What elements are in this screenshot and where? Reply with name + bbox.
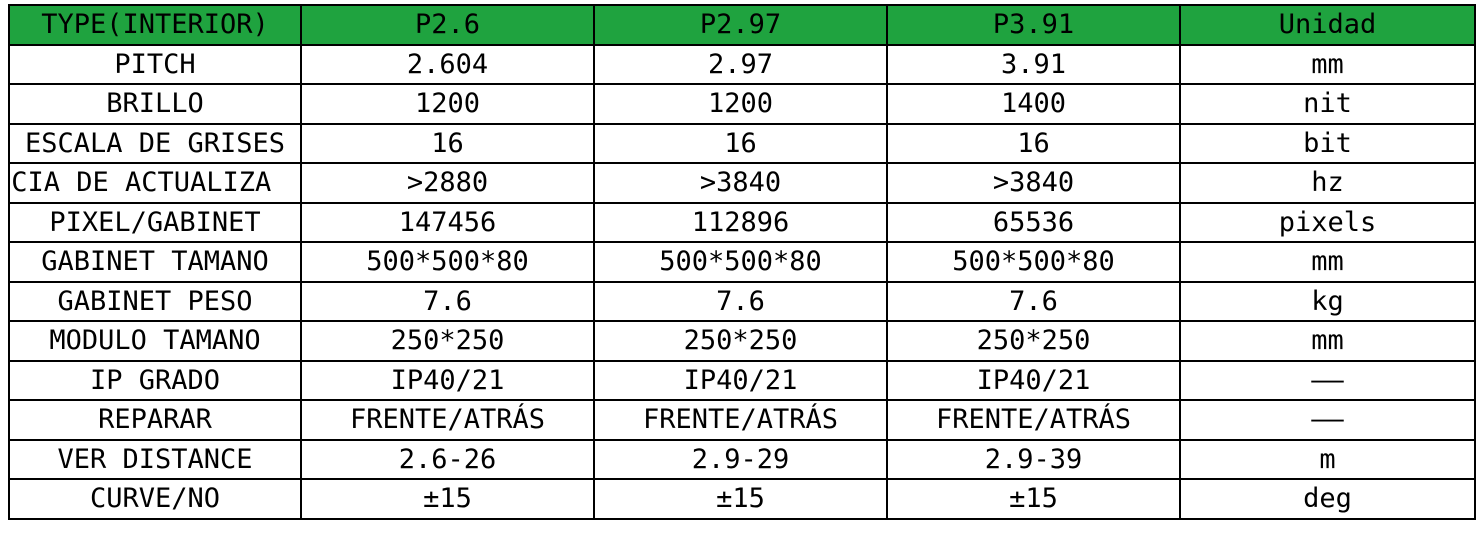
unit-cell: mm bbox=[1179, 320, 1476, 362]
table-row: GABINET PESO 7.6 7.6 7.6 kg bbox=[8, 280, 1476, 322]
value-cell: 3.91 bbox=[886, 43, 1181, 85]
value-cell: 2.9-29 bbox=[593, 438, 888, 480]
header-p3-91: P3.91 bbox=[886, 4, 1181, 46]
row-label-text: ENCIA DE ACTUALIZA bbox=[11, 167, 272, 199]
value-cell: 250*250 bbox=[593, 320, 888, 362]
value-cell: 500*500*80 bbox=[886, 241, 1181, 283]
table-row: IP GRADO IP40/21 IP40/21 IP40/21 —— bbox=[8, 359, 1476, 401]
header-p2-6: P2.6 bbox=[300, 4, 595, 46]
row-label-text: MODULO TAMANO bbox=[49, 325, 261, 357]
table-row: MODULO TAMANO 250*250 250*250 250*250 mm bbox=[8, 320, 1476, 362]
value-cell: 1200 bbox=[593, 83, 888, 125]
value-cell: IP40/21 bbox=[300, 359, 595, 401]
value-cell: 500*500*80 bbox=[593, 241, 888, 283]
unit-cell: m bbox=[1179, 438, 1476, 480]
value-cell: 1200 bbox=[300, 83, 595, 125]
table-row: CURVE/NO ±15 ±15 ±15 deg bbox=[8, 478, 1476, 520]
spec-table: TYPE(INTERIOR) P2.6 P2.97 P3.91 Unidad P… bbox=[8, 4, 1476, 520]
unit-cell: mm bbox=[1179, 241, 1476, 283]
value-cell: 2.9-39 bbox=[886, 438, 1181, 480]
table-row: PITCH 2.604 2.97 3.91 mm bbox=[8, 43, 1476, 85]
row-label-text: GABINET TAMANO bbox=[41, 246, 269, 278]
row-label: GABINET TAMANO bbox=[8, 241, 302, 283]
value-cell: 16 bbox=[300, 122, 595, 164]
header-p2-97: P2.97 bbox=[593, 4, 888, 46]
row-label-text: BRILLO bbox=[106, 88, 204, 120]
value-cell: 2.6-26 bbox=[300, 438, 595, 480]
table-row: REPARAR FRENTE/ATRÁS FRENTE/ATRÁS FRENTE/AT… bbox=[8, 399, 1476, 441]
value-cell: 147456 bbox=[300, 201, 595, 243]
value-cell: ±15 bbox=[886, 478, 1181, 520]
unit-cell: nit bbox=[1179, 83, 1476, 125]
row-label: IP GRADO bbox=[8, 359, 302, 401]
table-header: TYPE(INTERIOR) P2.6 P2.97 P3.91 Unidad bbox=[8, 4, 1476, 46]
row-label: ENCIA DE ACTUALIZA bbox=[8, 162, 302, 204]
header-row: TYPE(INTERIOR) P2.6 P2.97 P3.91 Unidad bbox=[8, 4, 1476, 46]
unit-cell: deg bbox=[1179, 478, 1476, 520]
unit-cell: bit bbox=[1179, 122, 1476, 164]
value-cell: 2.97 bbox=[593, 43, 888, 85]
row-label: MODULO TAMANO bbox=[8, 320, 302, 362]
unit-cell: —— bbox=[1179, 359, 1476, 401]
table-row: BRILLO 1200 1200 1400 nit bbox=[8, 83, 1476, 125]
table-row: VER DISTANCE 2.6-26 2.9-29 2.9-39 m bbox=[8, 438, 1476, 480]
row-label-text: CURVE/NO bbox=[89, 483, 221, 515]
value-cell: 7.6 bbox=[593, 280, 888, 322]
row-label-text: PIXEL/GABINET bbox=[49, 206, 261, 238]
row-label: REPARAR bbox=[8, 399, 302, 441]
row-label: ESCALA DE GRISES bbox=[8, 122, 302, 164]
value-cell: 1400 bbox=[886, 83, 1181, 125]
table-row: ESCALA DE GRISES 16 16 16 bit bbox=[8, 122, 1476, 164]
row-label: PITCH bbox=[8, 43, 302, 85]
value-cell: 16 bbox=[593, 122, 888, 164]
value-cell: IP40/21 bbox=[593, 359, 888, 401]
table-body: PITCH 2.604 2.97 3.91 mm BRILLO 1200 1200 1400 ni… bbox=[8, 43, 1476, 520]
value-cell: ±15 bbox=[300, 478, 595, 520]
row-label: VER DISTANCE bbox=[8, 438, 302, 480]
header-unit: Unidad bbox=[1179, 4, 1476, 46]
value-cell: 2.604 bbox=[300, 43, 595, 85]
unit-cell: kg bbox=[1179, 280, 1476, 322]
value-cell: IP40/21 bbox=[886, 359, 1181, 401]
row-label-text: ESCALA DE GRISES bbox=[24, 127, 286, 159]
value-cell: 250*250 bbox=[300, 320, 595, 362]
value-cell: >3840 bbox=[593, 162, 888, 204]
value-cell: 65536 bbox=[886, 201, 1181, 243]
header-type: TYPE(INTERIOR) bbox=[8, 4, 302, 46]
row-label: BRILLO bbox=[8, 83, 302, 125]
table-row: GABINET TAMANO 500*500*80 500*500*80 500*50… bbox=[8, 241, 1476, 283]
value-cell: FRENTE/ATRÁS bbox=[886, 399, 1181, 441]
value-cell: 7.6 bbox=[886, 280, 1181, 322]
row-label-text: GABINET PESO bbox=[57, 285, 253, 317]
unit-cell: mm bbox=[1179, 43, 1476, 85]
value-cell: >2880 bbox=[300, 162, 595, 204]
row-label-text: IP GRADO bbox=[89, 364, 221, 396]
value-cell: FRENTE/ATRÁS bbox=[593, 399, 888, 441]
row-label-text: PITCH bbox=[114, 48, 196, 80]
value-cell: ±15 bbox=[593, 478, 888, 520]
value-cell: FRENTE/ATRÁS bbox=[300, 399, 595, 441]
unit-cell: pixels bbox=[1179, 201, 1476, 243]
row-label: CURVE/NO bbox=[8, 478, 302, 520]
value-cell: 500*500*80 bbox=[300, 241, 595, 283]
value-cell: 112896 bbox=[593, 201, 888, 243]
row-label-text: REPARAR bbox=[98, 404, 212, 436]
unit-cell: hz bbox=[1179, 162, 1476, 204]
value-cell: >3840 bbox=[886, 162, 1181, 204]
value-cell: 250*250 bbox=[886, 320, 1181, 362]
value-cell: 16 bbox=[886, 122, 1181, 164]
row-label: GABINET PESO bbox=[8, 280, 302, 322]
row-label: PIXEL/GABINET bbox=[8, 201, 302, 243]
row-label-text: VER DISTANCE bbox=[57, 443, 253, 475]
value-cell: 7.6 bbox=[300, 280, 595, 322]
table-row: PIXEL/GABINET 147456 112896 65536 pixels bbox=[8, 201, 1476, 243]
unit-cell: —— bbox=[1179, 399, 1476, 441]
